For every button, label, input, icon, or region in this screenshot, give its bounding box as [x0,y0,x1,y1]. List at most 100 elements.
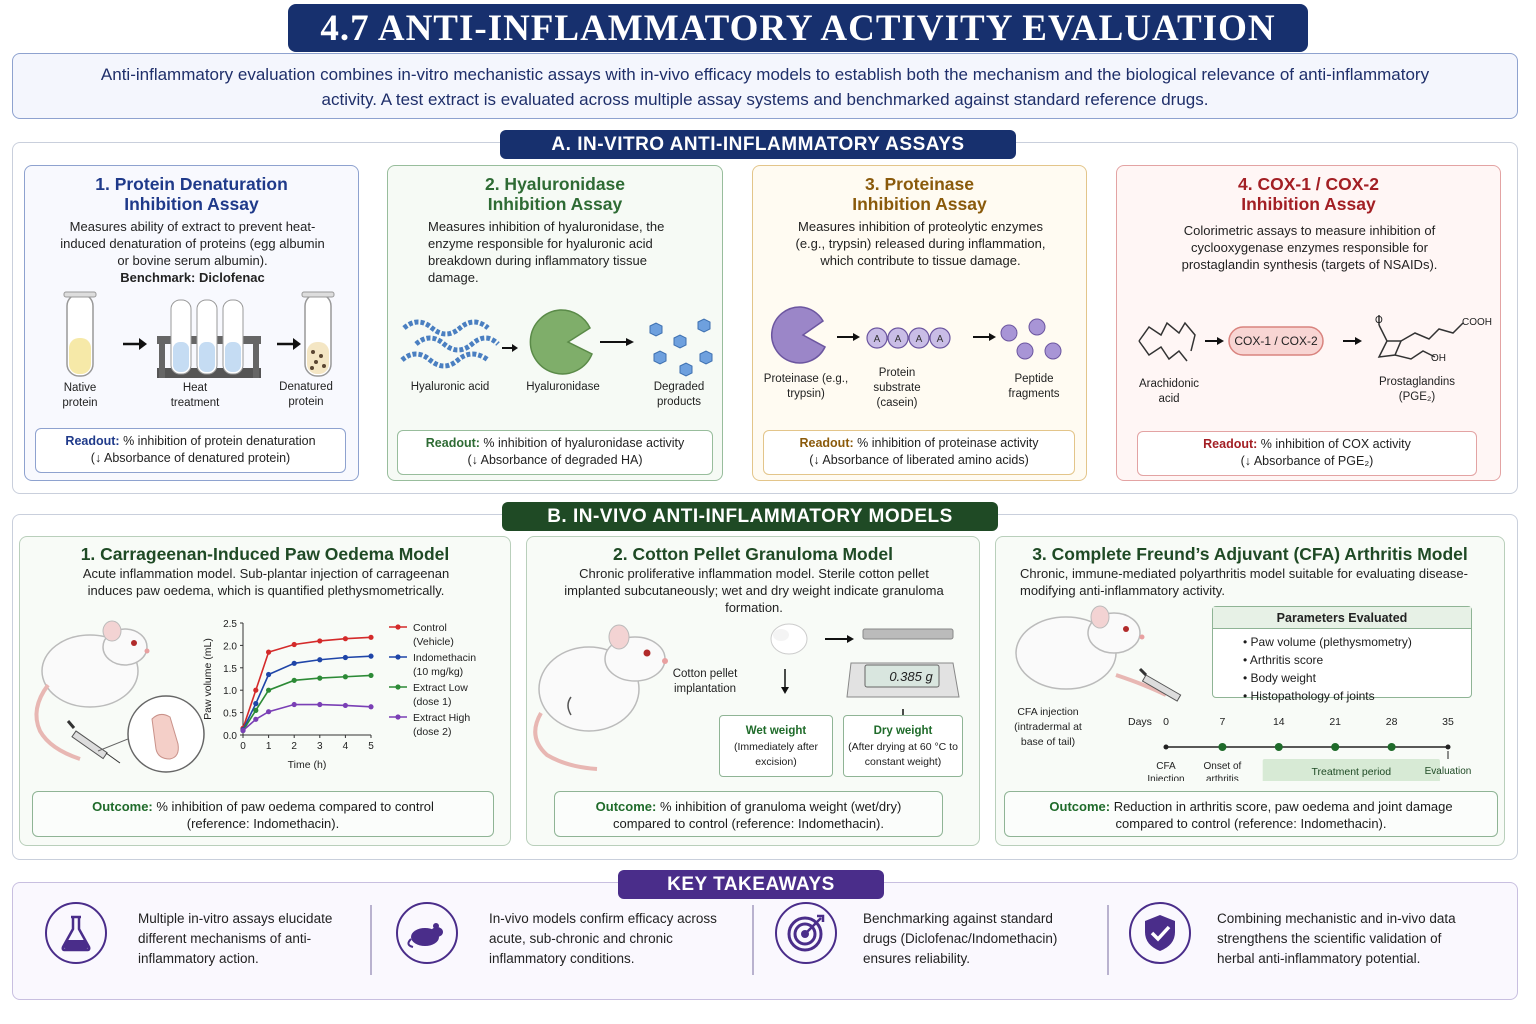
readout-key: Readout: [65,434,120,448]
y-tick-label: 0.5 [223,709,237,720]
rat-icon [533,624,668,771]
x-tick-label: 4 [343,741,349,752]
readout-key: Readout: [1203,437,1258,451]
substrate-letter-3: A [916,334,923,345]
chem-oh-label: OH [1431,353,1446,364]
data-point [253,701,259,707]
y-tick-label: 2.5 [223,619,237,630]
scale-reading: 0.385 g [889,669,933,684]
timeline-day-label: 7 [1219,716,1225,728]
series-line [242,703,372,732]
timeline-marker [1445,744,1451,750]
data-point [253,707,259,713]
section-b-header: B. IN-VIVO ANTI-INFLAMMATORY MODELS [502,502,998,531]
cfa-injection-label: CFA injection (intradermal at base of ta… [1014,706,1082,748]
syringe-icon [1138,667,1182,702]
legend-label: Indomethacin [413,652,476,664]
section-a-header: A. IN-VITRO ANTI-INFLAMMATORY ASSAYS [500,130,1016,159]
card-description: Measures ability of extract to prevent h… [60,219,325,268]
cotton-pellet-icon [770,623,808,655]
page-title: 4.7 ANTI-INFLAMMATORY ACTIVITY EVALUATIO… [288,4,1308,52]
takeaway-divider [370,905,372,975]
proteinase-illustration: A A A A [771,306,1062,364]
proteinase-enzyme-icon [771,306,826,364]
data-point [317,657,323,663]
takeaway-text-4: Combining mechanistic and in-vivo data s… [1217,911,1456,966]
data-point [266,709,272,715]
takeaway-text-2: In-vivo models confirm efficacy across a… [489,911,717,966]
model-title: 3. Complete Freund’s Adjuvant (CFA) Arth… [1032,544,1468,564]
label-degraded-products: Degraded products [653,381,705,408]
legend-marker [395,684,401,690]
outcome-line2: compared to control (reference: Indometh… [1115,816,1387,831]
rat-cfa-illustration [1015,605,1182,702]
hyaluronidase-enzyme-icon [529,309,593,375]
model-description: Chronic, immune-mediated polyarthritis m… [1020,566,1468,598]
readout-line2: (↓ Absorbance of PGE₂) [1240,454,1374,468]
treatment-period-bar [1262,759,1440,781]
outcome-line1: % inhibition of granuloma weight (wet/dr… [659,799,902,814]
data-point [317,638,323,644]
outcome-box: Outcome: % inhibition of paw oedema comp… [32,791,494,837]
target-icon [775,902,837,964]
data-point [266,687,272,693]
outcome-key: Outcome: [595,799,657,814]
timeline-day-label: 28 [1386,716,1398,728]
flask-icon [45,902,107,964]
timeline-event-label: CFA [1156,761,1176,772]
protein-denaturation-illustration [63,291,335,378]
rat-icon [1015,605,1167,697]
parameter-item: • Arthritis score [1243,653,1324,667]
data-point [368,672,374,679]
timeline-day-label: 0 [1163,716,1169,728]
label-native-protein: Native protein [62,382,98,409]
model-title: 1. Carrageenan-Induced Paw Oedema Model [80,544,450,564]
cfa-timeline: Days 0 7 14 21 28 35 CFA Injection Onset of arthri… [1128,716,1472,781]
card-hyaluronidase: 2. Hyaluronidase Inhibition Assay Measur… [387,165,723,481]
data-point [368,634,374,640]
card-proteinase: 3. Proteinase Inhibition Assay Measures … [752,165,1087,481]
card-description: Colorimetric assays to measure inhibitio… [1181,223,1438,272]
card-cfa-arthritis: 3. Complete Freund’s Adjuvant (CFA) Arth… [995,536,1505,846]
substrate-letter-4: A [937,334,944,345]
data-point [342,674,348,680]
timeline-marker [1387,743,1396,751]
data-point [342,702,348,709]
data-point [291,701,297,708]
label-arachidonic-acid: Arachidonic acid [1138,378,1200,405]
data-point [253,716,259,722]
denatured-protein-tube-icon [301,291,335,377]
readout-line1: % inhibition of protein denaturation [123,434,316,448]
timeline-marker [1163,744,1169,750]
chem-cooh-label: COOH [1462,317,1492,328]
x-tick-label: 5 [368,741,374,752]
series-line [242,674,372,731]
wet-weight-box: Wet weight (Immediately after excision) [719,715,833,777]
legend-label: (dose 2) [413,726,452,738]
heat-rack-icon [157,299,261,378]
rat-icon [396,902,458,964]
timeline-event-label: Injection [1147,774,1184,781]
legend-marker [395,714,401,720]
x-tick-label: 2 [291,741,297,752]
data-point [342,636,348,642]
legend-label: (10 mg/kg) [413,666,463,678]
data-point [368,653,374,659]
readout-box: Readout: % inhibition of COX activity (↓… [1137,431,1477,476]
card-title-line1: 4. COX-1 / COX-2 [1237,174,1379,194]
takeaway-divider [1107,905,1109,975]
dry-weight-box: Dry weight (After drying at 60 °C to con… [843,715,963,777]
label-hyaluronidase: Hyaluronidase [526,381,600,393]
outcome-box: Outcome: % inhibition of granuloma weigh… [554,791,943,837]
evaluation-label: Evaluation [1425,766,1472,777]
readout-box: Readout: % inhibition of hyaluronidase a… [397,430,713,475]
prostaglandin-structure-icon [1377,315,1464,360]
parameter-item: • Histopathology of joints [1243,689,1375,703]
cotton-pellet-illustration: 0.385 g [533,623,960,771]
card-title-line2: Inhibition Assay [124,194,259,214]
label-proteinase: Proteinase (e.g., trypsin) [763,373,849,400]
benchmark-label: Benchmark: Diclofenac [120,270,265,285]
readout-key: Readout: [425,436,480,450]
readout-key: Readout: [799,436,854,450]
x-tick-label: 3 [317,741,323,752]
